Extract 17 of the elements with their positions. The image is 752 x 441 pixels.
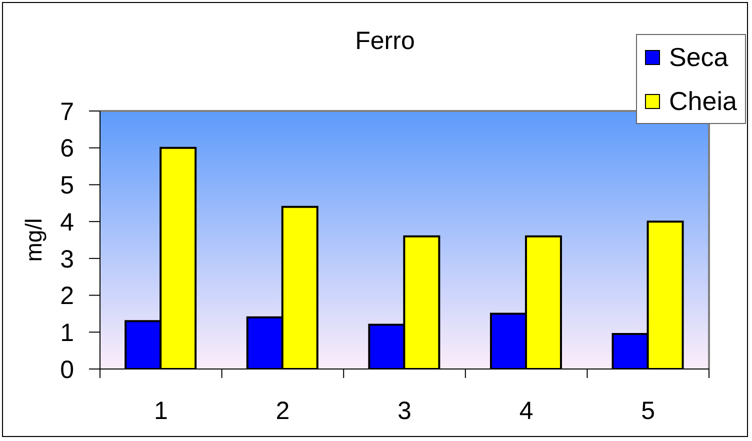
y-tick-label: 4: [60, 208, 74, 236]
y-tick-label: 7: [60, 98, 74, 126]
y-tick-label: 3: [60, 245, 74, 274]
y-tick-label: 0: [60, 356, 74, 384]
x-tick-label: 1: [154, 397, 168, 425]
chart-title: Ferro: [354, 26, 416, 56]
x-tick-label: 2: [276, 397, 290, 425]
y-tick-label: 1: [60, 319, 74, 348]
y-tick-label: 6: [60, 134, 74, 163]
x-tick-label: 5: [641, 397, 656, 425]
x-tick-label: 3: [398, 397, 412, 425]
legend-label: Seca: [669, 42, 728, 72]
y-tick-label: 5: [60, 172, 74, 200]
x-tick-label: 4: [519, 397, 534, 425]
y-axis-title: mg/l: [20, 218, 48, 262]
y-tick-label: 2: [60, 282, 74, 310]
legend-label: Cheia: [669, 86, 737, 116]
